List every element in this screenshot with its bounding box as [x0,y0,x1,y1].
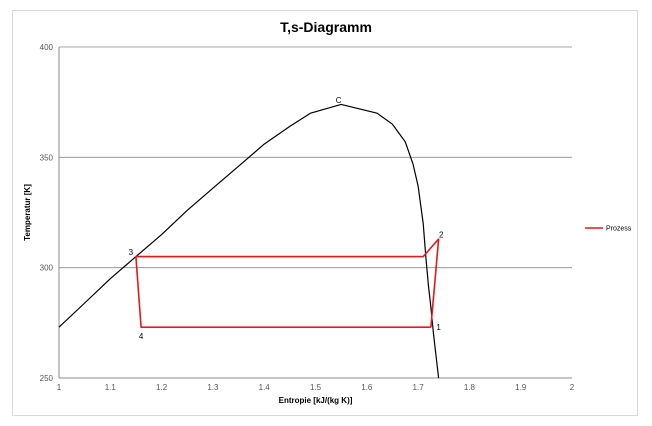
y-tick-label: 400 [40,43,54,52]
x-tick-label: 1.6 [361,383,373,392]
x-axis-label: Entropie [kJ/(kg K)] [279,396,353,405]
series-line-prozess [135,238,440,328]
point-label-1: 1 [436,323,441,332]
point-label-c: C [336,96,342,105]
grid-lines [59,46,572,379]
x-tick-label: 1.9 [515,383,527,392]
legend-label-prozess: Prozess [606,226,632,233]
y-tick-label: 300 [40,264,54,273]
tick-labels: 1 1.1 1.2 1.3 1.4 1.5 1.6 1.7 1.8 1.9 2 250 300 350 40… [40,43,575,392]
annotation-layer: C 1 2 3 4 [129,96,444,341]
chart-area: T,s-Diagramm 1 1.1 1.2 1.3 1.4 1.5 1.6 1.7 1.8 1.… [12,10,638,416]
y-tick-label: 250 [40,374,54,383]
point-label-3: 3 [129,248,134,257]
legend: Prozess [585,226,632,233]
point-label-4: 4 [139,332,144,341]
x-tick-label: 2 [570,383,575,392]
chart-svg: T,s-Diagramm 1 1.1 1.2 1.3 1.4 1.5 1.6 1.7 1.8 1.… [23,19,632,405]
x-tick-label: 1.2 [156,383,168,392]
chart-title: T,s-Diagramm [280,19,372,35]
series-layer [58,103,440,379]
y-tick-label: 350 [40,153,54,162]
x-tick-label: 1.8 [464,383,476,392]
y-axis-label: Temperatur [K] [23,184,32,241]
x-tick-label: 1.5 [310,383,322,392]
x-tick-label: 1.3 [207,383,219,392]
point-label-2: 2 [439,231,444,240]
x-tick-label: 1.1 [105,383,117,392]
x-tick-label: 1.4 [259,383,271,392]
x-tick-label: 1.7 [413,383,425,392]
x-tick-label: 1 [57,383,62,392]
series-line-saturation-curve [58,103,440,379]
